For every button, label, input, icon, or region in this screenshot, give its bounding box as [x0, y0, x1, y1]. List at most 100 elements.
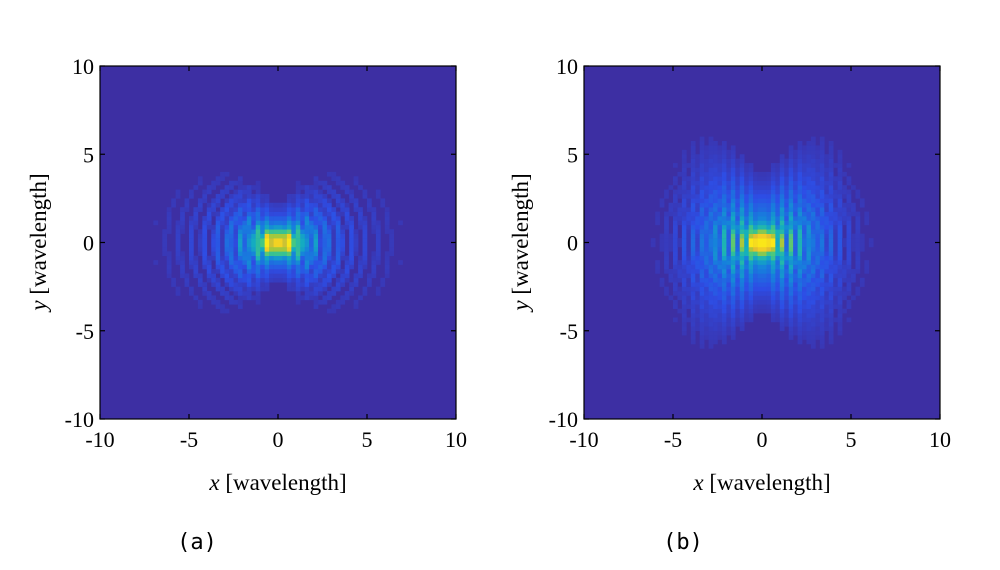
heatmap-cell	[833, 304, 838, 309]
heatmap-cell	[699, 149, 705, 155]
heatmap-cell	[708, 207, 714, 212]
heatmap-cell	[677, 216, 683, 221]
heatmap-cell	[291, 216, 297, 221]
heatmap-cell	[793, 189, 798, 195]
heatmap-cell	[788, 268, 794, 274]
heatmap-cell	[819, 193, 825, 199]
heatmap-cell	[269, 207, 274, 212]
heatmap-cell	[313, 251, 319, 257]
heatmap-cell	[690, 273, 696, 279]
heatmap-cell	[233, 189, 239, 195]
heatmap-cell	[753, 202, 758, 208]
heatmap-cell	[762, 308, 767, 314]
heatmap-cell	[846, 193, 852, 199]
heatmap-cell	[721, 171, 727, 177]
heatmap-cell	[215, 260, 221, 265]
heatmap-cell	[784, 264, 789, 270]
heatmap-cell	[810, 304, 816, 309]
heatmap-cell	[309, 233, 314, 239]
heatmap-cell	[846, 260, 852, 265]
heatmap-cell	[775, 198, 781, 204]
heatmap-cell	[739, 246, 745, 252]
heatmap-cell	[762, 295, 767, 301]
heatmap-cell	[721, 198, 727, 204]
heatmap-cell	[775, 313, 781, 318]
heatmap-cell	[726, 189, 732, 195]
heatmap-cell	[335, 229, 341, 234]
heatmap-cell	[686, 163, 692, 168]
heatmap-cell	[193, 260, 199, 265]
heatmap-cell	[770, 246, 776, 252]
heatmap-cell	[851, 273, 856, 279]
heatmap-cell	[739, 299, 745, 305]
heatmap-cell	[686, 220, 692, 226]
heatmap-cell	[757, 193, 763, 199]
heatmap-cell	[819, 286, 825, 292]
heatmap-cell	[779, 193, 785, 199]
heatmap-cell	[189, 220, 194, 226]
heatmap-cell	[220, 176, 225, 182]
heatmap-cell	[695, 216, 700, 221]
heatmap-cell	[197, 233, 203, 239]
heatmap-cell	[255, 211, 261, 217]
heatmap-cell	[237, 180, 243, 186]
heatmap-cell	[708, 246, 714, 252]
heatmap-cell	[349, 255, 354, 261]
heatmap-cell	[189, 291, 194, 296]
heatmap-cell	[708, 185, 714, 190]
heatmap-cell	[806, 299, 812, 305]
heatmap-cell	[269, 273, 274, 279]
heatmap-cell	[753, 180, 758, 186]
heatmap-cell	[837, 163, 843, 168]
heatmap-cell	[717, 335, 723, 340]
heatmap-cell	[730, 255, 736, 261]
heatmap-cell	[206, 202, 212, 208]
heatmap-cell	[797, 220, 803, 226]
heatmap-cell	[695, 233, 700, 239]
heatmap-cell	[708, 145, 714, 151]
heatmap-cell	[788, 242, 794, 248]
heatmap-cell	[721, 167, 727, 173]
heatmap-cell	[384, 220, 390, 226]
heatmap-cell	[326, 291, 332, 296]
heatmap-cell	[704, 185, 709, 190]
heatmap-cell	[681, 220, 687, 226]
heatmap-cell	[699, 220, 705, 226]
heatmap-cell	[335, 268, 341, 274]
heatmap-cell	[828, 145, 834, 151]
heatmap-cell	[335, 180, 341, 186]
x-tick-label: 10	[445, 427, 467, 452]
heatmap-cell	[770, 207, 776, 212]
heatmap-cell	[211, 295, 216, 301]
heatmap-cell	[197, 207, 203, 212]
heatmap-cell	[859, 246, 865, 252]
heatmap-cell	[166, 216, 172, 221]
heatmap-cell	[837, 268, 843, 274]
heatmap-cell	[175, 233, 181, 239]
heatmap-cell	[735, 286, 741, 292]
heatmap-cell	[806, 339, 812, 345]
heatmap-cell	[309, 264, 314, 270]
heatmap-cell	[708, 313, 714, 318]
heatmap-cell	[313, 238, 319, 243]
heatmap-cell	[686, 291, 692, 296]
heatmap-cell	[690, 299, 696, 305]
heatmap-cell	[744, 233, 749, 239]
heatmap-cell	[770, 193, 776, 199]
panel-a-caption: (a)	[177, 530, 217, 555]
heatmap-cell	[753, 238, 758, 243]
heatmap-cell	[824, 317, 830, 323]
heatmap-cell	[824, 299, 830, 305]
heatmap-cell	[739, 154, 745, 159]
heatmap-cell	[810, 167, 816, 173]
heatmap-cell	[708, 286, 714, 292]
heatmap-cell	[824, 211, 830, 217]
heatmap-cell	[708, 339, 714, 345]
heatmap-cell	[810, 216, 816, 221]
heatmap-cell	[775, 171, 781, 177]
heatmap-cell	[211, 273, 216, 279]
heatmap-cell	[779, 260, 785, 265]
heatmap-cell	[664, 211, 669, 217]
heatmap-cell	[375, 224, 381, 230]
heatmap-cell	[815, 193, 821, 199]
